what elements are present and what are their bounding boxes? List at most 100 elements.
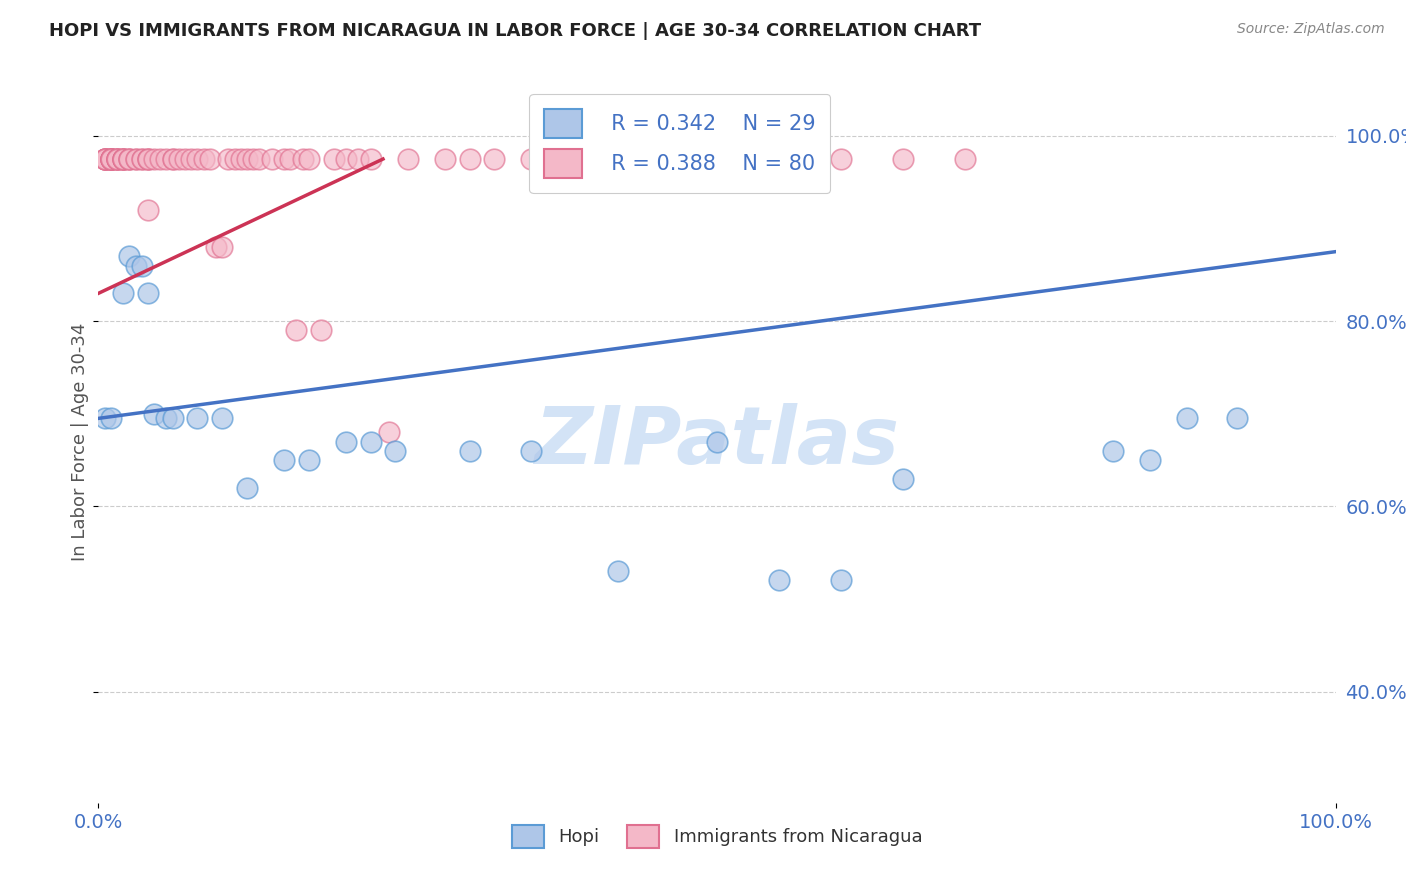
Y-axis label: In Labor Force | Age 30-34: In Labor Force | Age 30-34: [70, 322, 89, 561]
Legend: Hopi, Immigrants from Nicaragua: Hopi, Immigrants from Nicaragua: [505, 818, 929, 855]
Point: [149, 152, 172, 166]
Point: [162, 152, 184, 166]
Point: [205, 240, 228, 254]
Point: [112, 152, 135, 166]
Point: [155, 152, 177, 166]
Point: [211, 411, 233, 425]
Point: [706, 434, 728, 449]
Point: [124, 259, 146, 273]
Point: [384, 443, 406, 458]
Point: [124, 152, 146, 166]
Point: [657, 152, 679, 166]
Point: [105, 152, 128, 166]
Point: [557, 152, 579, 166]
Point: [1139, 453, 1161, 467]
Point: [247, 152, 270, 166]
Point: [484, 152, 506, 166]
Point: [162, 152, 184, 166]
Point: [105, 152, 128, 166]
Point: [131, 152, 153, 166]
Point: [607, 564, 630, 578]
Text: Source: ZipAtlas.com: Source: ZipAtlas.com: [1237, 22, 1385, 37]
Text: ZIPatlas: ZIPatlas: [534, 402, 900, 481]
Point: [396, 152, 419, 166]
Point: [360, 152, 382, 166]
Point: [322, 152, 344, 166]
Point: [112, 152, 135, 166]
Point: [830, 152, 852, 166]
Point: [118, 152, 141, 166]
Point: [335, 152, 357, 166]
Point: [1226, 411, 1249, 425]
Point: [520, 152, 543, 166]
Point: [112, 152, 135, 166]
Point: [229, 152, 252, 166]
Point: [193, 152, 215, 166]
Point: [118, 152, 141, 166]
Point: [224, 152, 246, 166]
Point: [162, 411, 184, 425]
Point: [830, 574, 852, 588]
Point: [143, 407, 166, 421]
Point: [278, 152, 301, 166]
Point: [131, 259, 153, 273]
Point: [891, 152, 914, 166]
Point: [217, 152, 239, 166]
Point: [124, 152, 146, 166]
Point: [112, 152, 135, 166]
Point: [273, 453, 295, 467]
Point: [1175, 411, 1198, 425]
Point: [1102, 443, 1125, 458]
Point: [174, 152, 197, 166]
Point: [768, 152, 790, 166]
Point: [706, 152, 728, 166]
Point: [100, 152, 122, 166]
Point: [273, 152, 295, 166]
Point: [309, 323, 332, 337]
Point: [236, 152, 259, 166]
Point: [93, 152, 115, 166]
Point: [105, 152, 128, 166]
Point: [347, 152, 370, 166]
Point: [136, 152, 159, 166]
Point: [131, 152, 153, 166]
Point: [378, 425, 401, 440]
Point: [953, 152, 976, 166]
Text: HOPI VS IMMIGRANTS FROM NICARAGUA IN LABOR FORCE | AGE 30-34 CORRELATION CHART: HOPI VS IMMIGRANTS FROM NICARAGUA IN LAB…: [49, 22, 981, 40]
Point: [100, 411, 122, 425]
Point: [285, 323, 308, 337]
Point: [582, 152, 605, 166]
Point: [298, 453, 321, 467]
Point: [100, 152, 122, 166]
Point: [93, 152, 115, 166]
Point: [93, 152, 115, 166]
Point: [93, 152, 115, 166]
Point: [298, 152, 321, 166]
Point: [143, 152, 166, 166]
Point: [93, 152, 115, 166]
Point: [93, 411, 115, 425]
Point: [100, 152, 122, 166]
Point: [186, 152, 208, 166]
Point: [136, 152, 159, 166]
Point: [136, 286, 159, 301]
Point: [118, 249, 141, 263]
Point: [112, 152, 135, 166]
Point: [93, 152, 115, 166]
Point: [242, 152, 264, 166]
Point: [291, 152, 314, 166]
Point: [360, 434, 382, 449]
Point: [236, 481, 259, 495]
Point: [260, 152, 283, 166]
Point: [186, 411, 208, 425]
Point: [768, 574, 790, 588]
Point: [155, 411, 177, 425]
Point: [105, 152, 128, 166]
Point: [100, 152, 122, 166]
Point: [198, 152, 221, 166]
Point: [520, 443, 543, 458]
Point: [136, 202, 159, 217]
Point: [112, 286, 135, 301]
Point: [100, 152, 122, 166]
Point: [335, 434, 357, 449]
